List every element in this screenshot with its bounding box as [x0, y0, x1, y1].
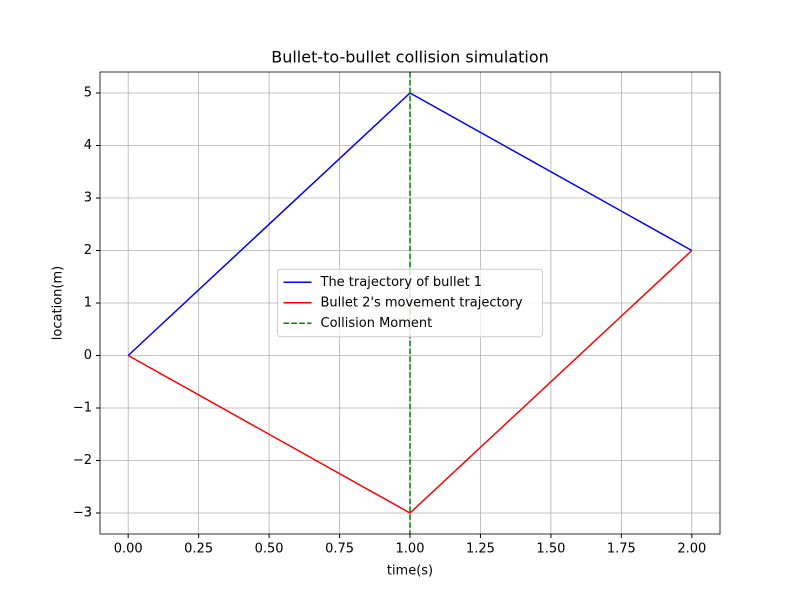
y-tick-label: 5: [84, 86, 92, 101]
y-tick-label: 2: [84, 243, 92, 258]
series-line: [127, 249, 693, 514]
y-tick-label: −3: [73, 506, 92, 521]
y-tick-label: 1: [84, 296, 92, 311]
x-tick-label: 1.00: [396, 542, 425, 557]
x-tick-label: 1.75: [607, 542, 636, 557]
legend: The trajectory of bullet 1 Bullet 2's mov…: [277, 268, 543, 338]
y-tick-label: 3: [84, 191, 92, 206]
x-tick-label: 0.50: [255, 542, 284, 557]
x-tick-label: 0.75: [325, 542, 354, 557]
y-tick-label: −2: [73, 453, 92, 468]
x-tick-label: 0.00: [114, 542, 143, 557]
legend-box: [277, 268, 543, 338]
x-tick-label: 2.00: [677, 542, 706, 557]
legend-label: Collision Moment: [321, 316, 433, 331]
x-axis-label: time(s): [387, 564, 433, 579]
plot-frame: [99, 71, 721, 535]
x-tick-label: 1.25: [466, 542, 495, 557]
legend-label: Bullet 2's movement trajectory: [321, 295, 523, 310]
x-tick-label: 1.50: [536, 542, 565, 557]
y-tick-label: −1: [73, 401, 92, 416]
x-tick-label: 0.25: [184, 542, 213, 557]
y-tick-label: 4: [84, 138, 92, 153]
y-tick-label: 0: [84, 348, 92, 363]
legend-label: The trajectory of bullet 1: [320, 275, 483, 290]
y-axis-label: location(m): [51, 266, 66, 340]
chart-title: Bullet-to-bullet collision simulation: [271, 48, 549, 67]
